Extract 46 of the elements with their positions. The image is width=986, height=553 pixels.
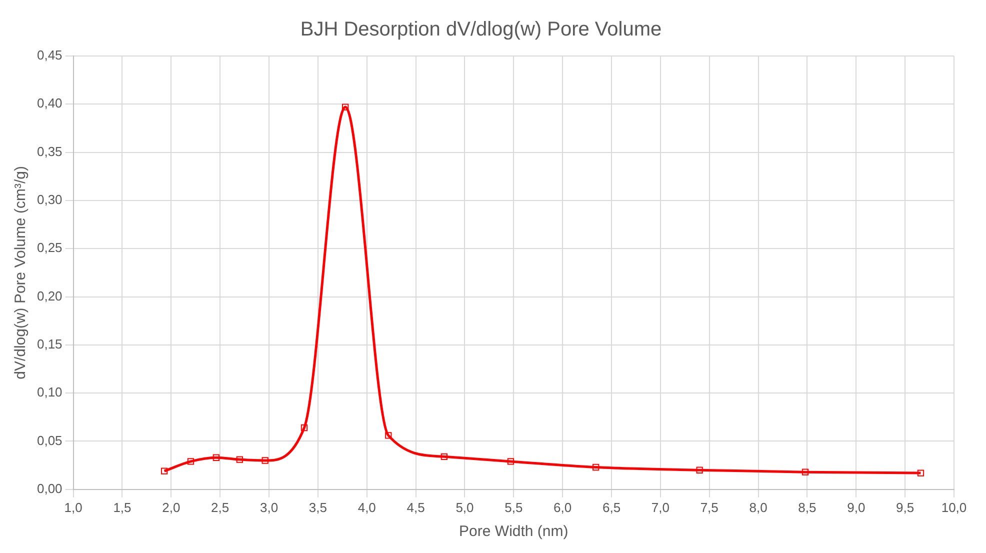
point [507, 458, 514, 465]
x-tick-label: 8,5 [798, 500, 816, 515]
x-tick-label: 4,0 [358, 500, 376, 515]
x-tick-label: 7,5 [700, 500, 718, 515]
point [440, 453, 448, 460]
x-tick-label: 2,0 [162, 500, 180, 515]
x-tick-label: 5,0 [456, 500, 474, 515]
x-tick-label: 3,0 [260, 500, 278, 515]
x-tick-label: 1,5 [113, 500, 132, 515]
x-tick-label: 2,5 [211, 500, 230, 515]
y-tick-label: 0,10 [36, 384, 62, 400]
x-tick-label: 4,5 [406, 500, 425, 515]
point [385, 432, 392, 439]
point [300, 424, 308, 432]
point [592, 464, 600, 471]
y-tick-label: 0,35 [36, 144, 62, 159]
x-tick-label: 6,0 [554, 500, 572, 515]
y-axis-title: dV/dlog(w) Pore Volume (cm³/g) [12, 166, 30, 380]
y-tick-label: 0,45 [36, 48, 62, 63]
x-axis-title: Pore Width (nm) [459, 523, 568, 540]
point [212, 454, 220, 461]
y-tick-label: 0,40 [36, 96, 62, 111]
point [696, 466, 703, 474]
point [187, 458, 194, 465]
point [802, 468, 809, 476]
x-tick-label: 3,5 [308, 500, 327, 515]
y-tick-label: 0,00 [36, 480, 62, 496]
point [236, 456, 243, 463]
y-tick-label: 0,05 [36, 432, 62, 448]
x-tick-label: 7,0 [651, 500, 670, 515]
x-tick-label: 6,5 [602, 500, 621, 515]
x-tick-label: 5,5 [504, 500, 523, 515]
chart-title: BJH Desorption dV/dlog(w) Pore Volume [300, 18, 662, 41]
point [262, 457, 268, 464]
x-tick-label: 8,0 [749, 500, 768, 515]
point [917, 470, 924, 476]
y-tick-label: 0,30 [36, 192, 62, 208]
point [160, 468, 168, 474]
y-tick-label: 0,25 [36, 240, 62, 256]
y-tick-label: 0,20 [36, 288, 62, 304]
x-tick-label: 10,0 [941, 500, 967, 515]
x-tick-label: 9,5 [896, 500, 914, 515]
y-tick-label: 0,15 [36, 336, 62, 352]
x-tick-label: 1,0 [64, 500, 82, 515]
point [342, 104, 349, 110]
x-tick-label: 9,0 [847, 500, 866, 515]
